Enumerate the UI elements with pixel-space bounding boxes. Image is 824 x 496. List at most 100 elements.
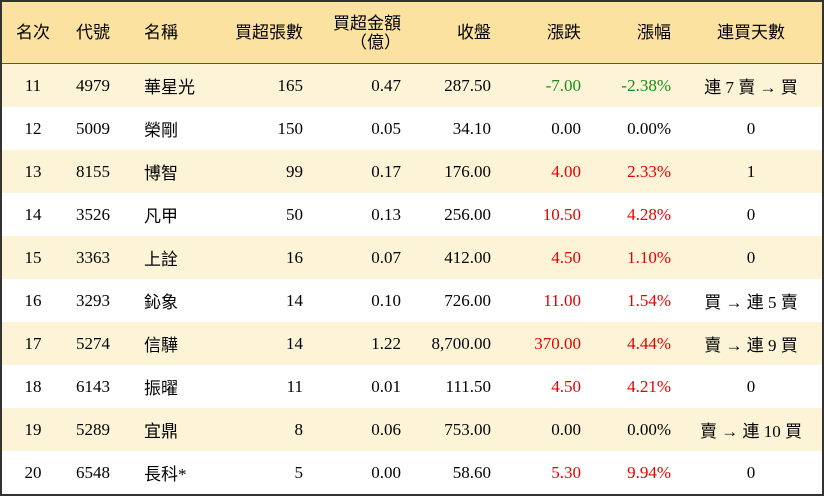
- table-cell: 3526: [76, 204, 110, 224]
- table-cell: 4.50: [551, 247, 581, 267]
- table-cell: 長科*: [144, 465, 187, 484]
- table-row: 18 6143 振曜 11 0.01 111.50 4.50 4.21% 0: [2, 365, 822, 408]
- column-header: 連買天數: [680, 2, 822, 64]
- table-cell: 博智: [144, 164, 178, 183]
- table-cell: 5009: [76, 118, 110, 138]
- table-cell: 11.00: [543, 290, 581, 310]
- table-cell: 5.30: [551, 462, 581, 482]
- table-cell: 0: [746, 204, 756, 224]
- table-cell: 0.00: [371, 462, 401, 482]
- table-cell: 0.17: [371, 161, 401, 181]
- table-cell: 凡甲: [144, 207, 178, 226]
- table-cell: 0.06: [371, 419, 401, 439]
- table-cell: 13: [24, 161, 42, 181]
- table-cell: 連 7 賣 → 買: [704, 78, 798, 97]
- column-header: 名稱: [122, 2, 212, 64]
- table-row: 20 6548 長科* 5 0.00 58.60 5.30 9.94% 0: [2, 451, 822, 494]
- table-cell: 11: [286, 376, 303, 396]
- column-header: 名次: [2, 2, 64, 64]
- table-cell: 3363: [76, 247, 110, 267]
- column-header: 代號: [64, 2, 122, 64]
- table-cell: 信驊: [144, 336, 178, 355]
- table-cell: 0.47: [371, 75, 401, 95]
- table-cell: 0: [746, 462, 756, 482]
- table-cell: 5274: [76, 333, 110, 353]
- table-cell: 10.50: [542, 204, 581, 224]
- table-row: 17 5274 信驊 14 1.22 8,700.00 370.00 4.44% 賣 → 連 9…: [2, 322, 822, 365]
- column-header: 買超金額 （億）: [312, 2, 410, 64]
- table-row: 15 3363 上詮 16 0.07 412.00 4.50 1.10% 0: [2, 236, 822, 279]
- table-cell: 14: [286, 290, 303, 310]
- table-cell: 5289: [76, 419, 110, 439]
- table-cell: 1.54%: [627, 290, 671, 310]
- table-cell: 1.10%: [627, 247, 671, 267]
- table-cell: -2.38%: [621, 75, 671, 95]
- table-cell: 8155: [76, 161, 110, 181]
- table-cell: 買 → 連 5 賣: [704, 293, 798, 312]
- table-row: 14 3526 凡甲 50 0.13 256.00 10.50 4.28% 0: [2, 193, 822, 236]
- table-cell: 0.00: [551, 419, 581, 439]
- table-cell: 1: [746, 161, 756, 181]
- table-cell: 256.00: [444, 204, 491, 224]
- table-cell: 3293: [76, 290, 110, 310]
- table-cell: 176.00: [444, 161, 491, 181]
- table-cell: 0: [746, 118, 756, 138]
- table-row: 12 5009 榮剛 150 0.05 34.10 0.00 0.00% 0: [2, 107, 822, 150]
- table-cell: 0.01: [371, 376, 401, 396]
- table-cell: 0.00%: [627, 419, 671, 439]
- table-cell: 0.13: [371, 204, 401, 224]
- table-cell: 華星光: [144, 78, 195, 97]
- table-cell: 賣 → 連 10 買: [700, 422, 802, 441]
- column-header: 收盤: [410, 2, 500, 64]
- table-cell: 6548: [76, 462, 110, 482]
- table-cell: 榮剛: [144, 121, 178, 140]
- column-header: 買超張數: [212, 2, 312, 64]
- table-cell: 振曜: [144, 379, 178, 398]
- table-cell: 14: [286, 333, 303, 353]
- column-header: 漲幅: [590, 2, 680, 64]
- table-cell: 宜鼎: [144, 422, 178, 441]
- column-header: 漲跌: [500, 2, 590, 64]
- table-cell: 4979: [76, 75, 110, 95]
- table-cell: 4.44%: [627, 333, 671, 353]
- table-cell: 58.60: [452, 462, 491, 482]
- table-cell: 165: [277, 75, 304, 95]
- table-cell: 17: [24, 333, 42, 353]
- table-cell: 0: [746, 376, 756, 396]
- table-cell: 16: [24, 290, 42, 310]
- table-cell: 0.10: [371, 290, 401, 310]
- table-cell: 4.50: [551, 376, 581, 396]
- table-cell: 0: [746, 247, 756, 267]
- table-cell: 0.07: [371, 247, 401, 267]
- table-cell: 9.94%: [627, 462, 671, 482]
- table-cell: 0.00: [551, 118, 581, 138]
- table-cell: 賣 → 連 9 買: [704, 336, 798, 355]
- table-row: 11 4979 華星光 165 0.47 287.50 -7.00 -2.38% 連 7 賣 →…: [2, 63, 822, 107]
- table-cell: 99: [286, 161, 303, 181]
- table-cell: 12: [24, 118, 42, 138]
- table-cell: 726.00: [444, 290, 491, 310]
- table-cell: 2.33%: [627, 161, 671, 181]
- table-cell: 0.05: [371, 118, 401, 138]
- table-cell: 1.22: [371, 333, 401, 353]
- table-cell: 8: [294, 419, 304, 439]
- table-cell: -7.00: [545, 75, 581, 95]
- table-cell: 8,700.00: [431, 333, 492, 353]
- table-cell: 34.10: [452, 118, 491, 138]
- table-body: 11 4979 華星光 165 0.47 287.50 -7.00 -2.38% 連 7 賣 →…: [2, 63, 822, 495]
- table-cell: 4.28%: [627, 204, 671, 224]
- table-cell: 111.50: [445, 376, 492, 396]
- table-cell: 上詮: [144, 250, 178, 269]
- table-cell: 287.50: [444, 75, 491, 95]
- table-cell: 0.00%: [627, 118, 671, 138]
- table-cell: 鈊象: [144, 293, 178, 312]
- table-row: 19 5289 宜鼎 8 0.06 753.00 0.00 0.00% 賣 → 連 10 買: [2, 408, 822, 451]
- table-cell: 5: [294, 462, 304, 482]
- table-cell: 50: [286, 204, 303, 224]
- table-cell: 16: [286, 247, 303, 267]
- table-cell: 150: [277, 118, 304, 138]
- table-cell: 753.00: [444, 419, 491, 439]
- table-cell: 412.00: [444, 247, 491, 267]
- table-cell: 4.00: [551, 161, 581, 181]
